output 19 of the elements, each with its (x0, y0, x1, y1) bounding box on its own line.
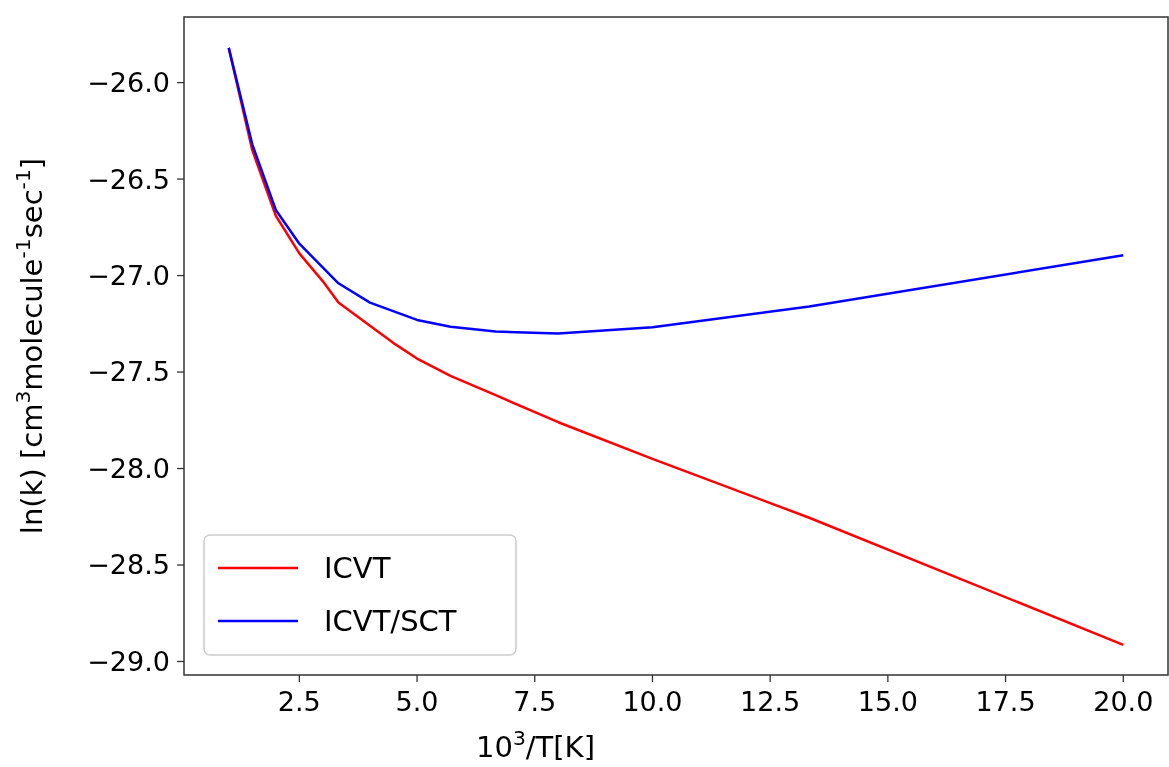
x-tick-label: 15.0 (857, 686, 918, 717)
y-tick-label: −27.0 (87, 260, 170, 292)
x-tick-label: 12.5 (740, 686, 801, 717)
y-tick-label: −29.0 (87, 645, 170, 677)
x-tick-label: 2.5 (277, 686, 321, 717)
x-tick-label: 10.0 (622, 686, 683, 717)
y-tick-label: −28.5 (87, 549, 170, 581)
line-series (227, 46, 1125, 335)
x-tick-label: 20.0 (1093, 686, 1154, 717)
x-tick-label: 17.5 (975, 686, 1036, 717)
legend-label: ICVT (324, 551, 391, 586)
y-tick-label: −27.5 (87, 356, 170, 388)
y-tick-label: −26.5 (87, 163, 170, 195)
x-axis-title: 10$^{3}$/T[K] (476, 726, 595, 764)
x-tick-label: 5.0 (395, 686, 439, 717)
y-tick-label: −26.0 (87, 67, 170, 99)
legend-label: ICVT/SCT (324, 604, 457, 639)
y-tick-label: −28.0 (87, 452, 170, 484)
x-tick-label: 7.5 (513, 686, 557, 717)
